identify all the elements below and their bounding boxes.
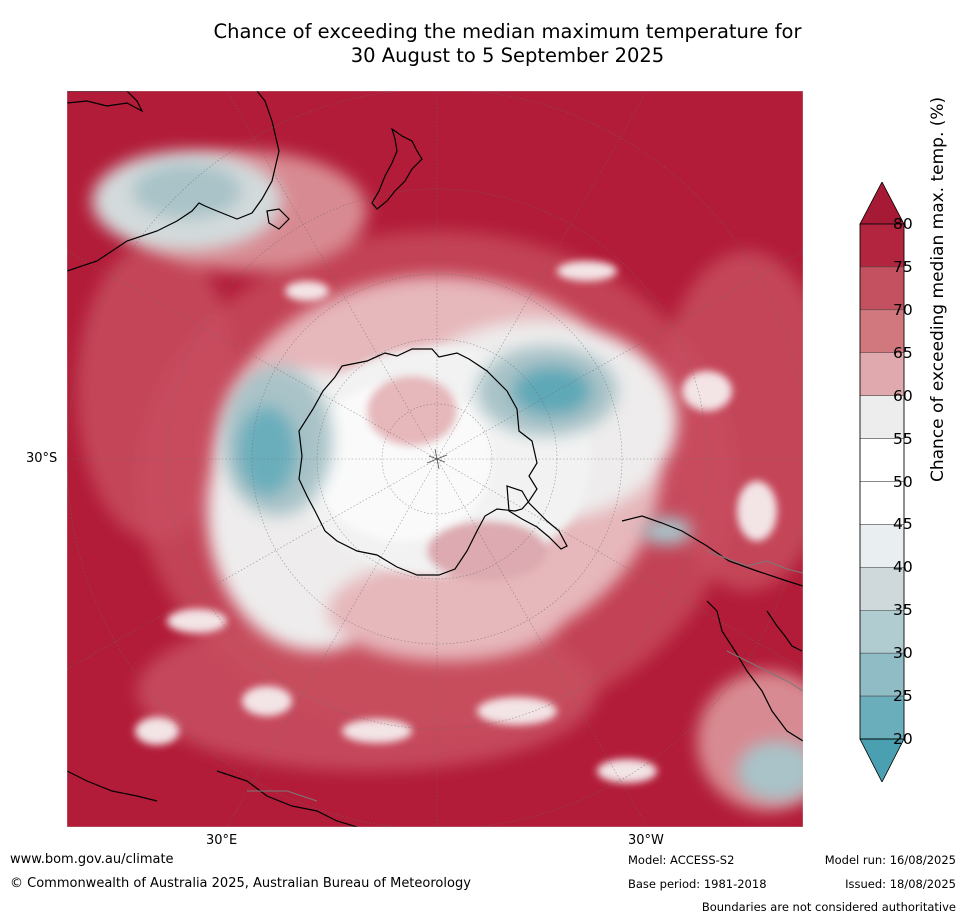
colorbar-tick-label: 65 [893, 343, 913, 362]
website-link[interactable]: www.bom.gov.au/climate [10, 852, 174, 867]
colorbar-tick-label: 20 [893, 730, 913, 748]
model-text: Model: ACCESS-S2 [628, 853, 735, 867]
colorbar-band [859, 610, 905, 654]
colorbar-band [859, 352, 905, 396]
colorbar-tick-label: 45 [893, 515, 913, 534]
africa-coast [67, 770, 358, 827]
colorbar-title: Chance of exceeding median max. temp. (%… [928, 96, 948, 482]
cool-anomaly-patches [92, 151, 803, 801]
latitude-label-30s: 30°S [26, 451, 58, 466]
colorbar-tick-label: 25 [893, 687, 913, 706]
antarctica-coast [298, 348, 538, 576]
probability-map [67, 91, 803, 827]
colorbar-tick-label: 70 [893, 300, 913, 319]
south-america-coast [621, 515, 803, 742]
title-line-1: Chance of exceeding the median maximum t… [213, 20, 802, 43]
colorbar-tick-label: 55 [893, 429, 913, 448]
colorbar-tick-label: 80 [893, 215, 913, 233]
australia-coast [67, 91, 280, 272]
colorbar-band [859, 481, 905, 525]
longitude-label-30w: 30°W [628, 833, 664, 848]
antarctic-peninsula [506, 485, 568, 550]
country-boundaries [247, 550, 803, 802]
colorbar-tick-label: 75 [893, 257, 913, 276]
model-run-text: Model run: 16/08/2025 [824, 853, 956, 867]
colorbar [859, 182, 905, 782]
speckles [135, 261, 777, 783]
longitude-label-30e: 30°E [206, 833, 238, 848]
colorbar-band [859, 695, 905, 740]
disclaimer-text: Boundaries are not considered authoritat… [701, 900, 956, 914]
colorbar-band [859, 524, 905, 568]
map-title: Chance of exceeding the median maximum t… [100, 20, 915, 68]
issued-text: Issued: 18/08/2025 [845, 877, 956, 891]
tasmania-coast [266, 208, 290, 230]
title-line-2: 30 August to 5 September 2025 [350, 44, 665, 67]
colorbar-tick-label: 30 [893, 644, 913, 663]
colorbar-tick-label: 40 [893, 558, 913, 577]
colorbar-band [859, 652, 905, 697]
colorbar-tick-label: 50 [893, 472, 913, 491]
new-zealand-coast [371, 127, 423, 210]
copyright-text: © Commonwealth of Australia 2025, Austra… [10, 876, 471, 891]
coastlines [67, 91, 803, 827]
graticule [67, 91, 803, 827]
colorbar-tick-label: 60 [893, 386, 913, 405]
colorbar-tick-label: 35 [893, 601, 913, 620]
colorbar-band [859, 309, 905, 354]
base-period-text: Base period: 1981-2018 [628, 877, 767, 891]
colorbar-band [859, 266, 905, 311]
colorbar-bands [859, 223, 905, 740]
pole-marks [426, 448, 448, 470]
